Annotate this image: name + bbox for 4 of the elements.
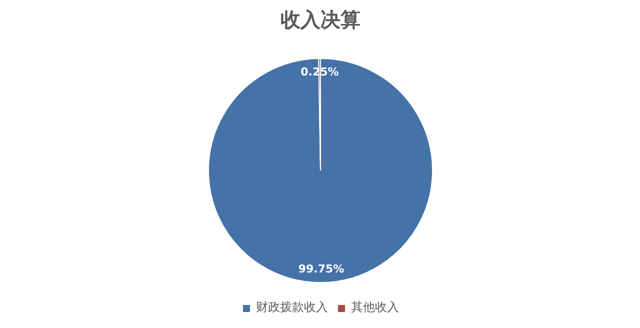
legend-label: 财政拨款收入 [256, 299, 328, 316]
legend-label: 其他收入 [351, 299, 399, 316]
data-label: 99.75% [298, 262, 344, 276]
chart-title: 收入决算 [280, 8, 360, 32]
